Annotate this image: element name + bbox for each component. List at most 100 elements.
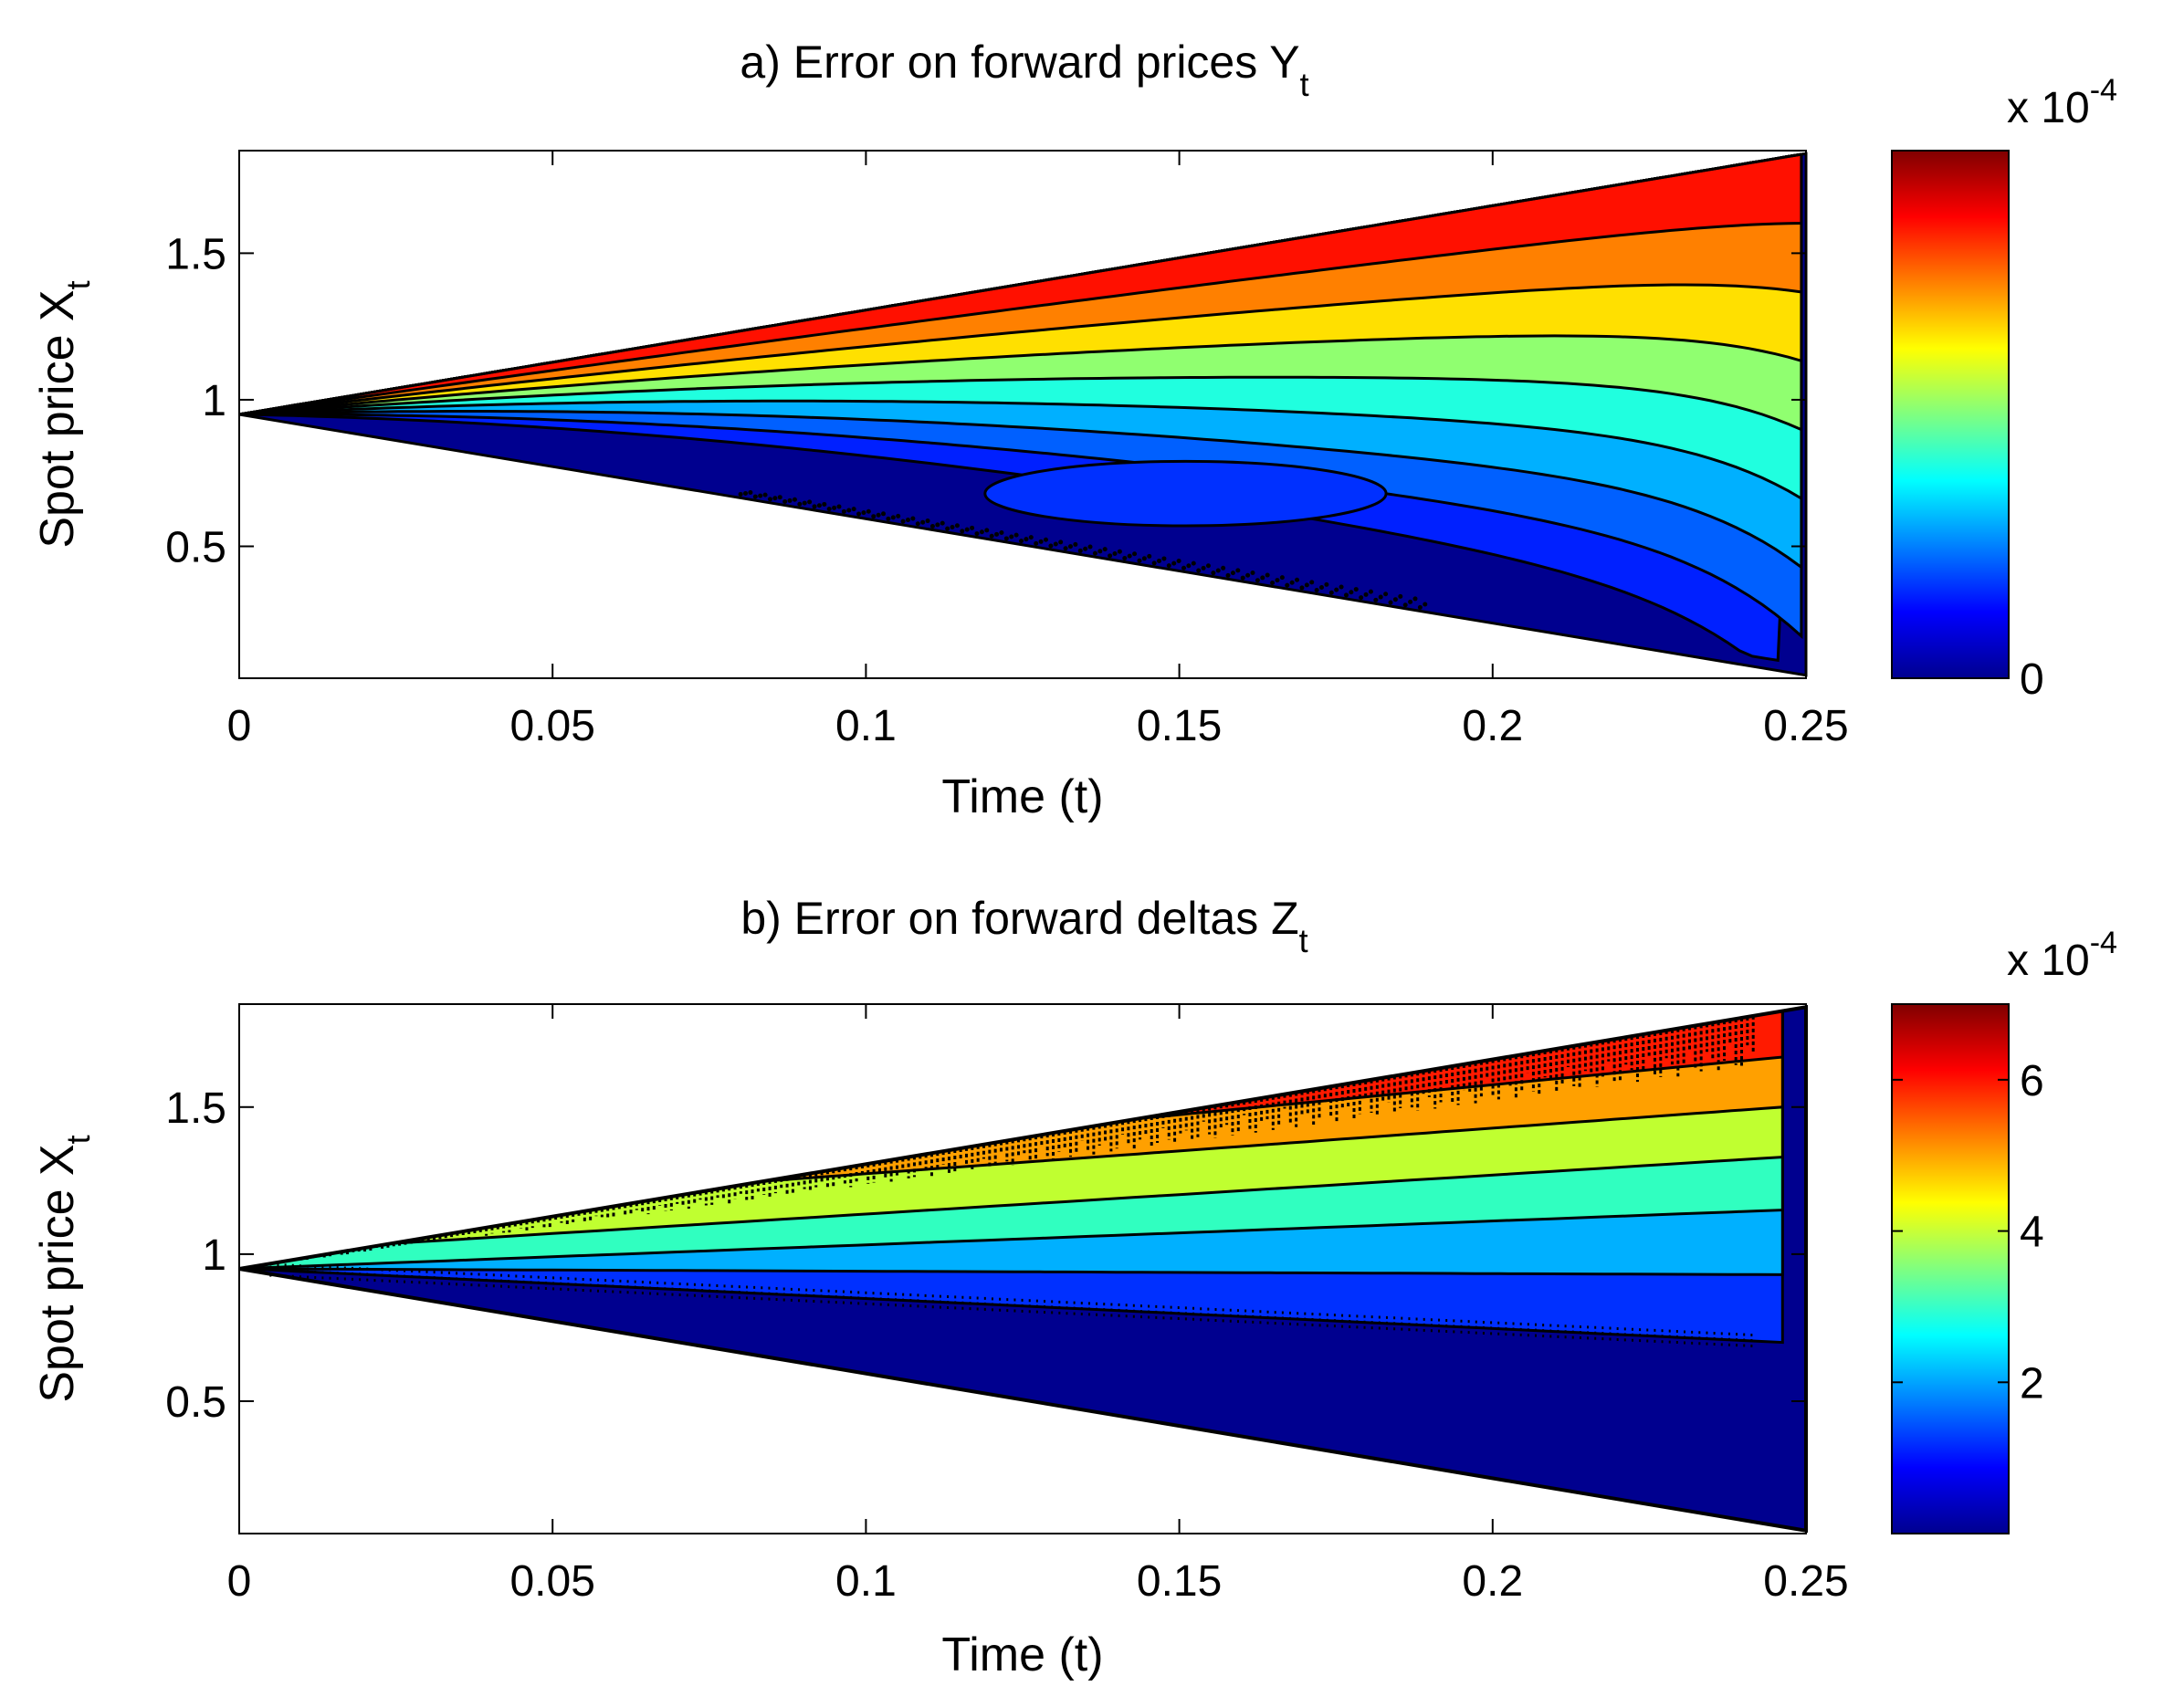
panel-a-noise-dot: [1339, 584, 1344, 590]
panel-a-noise-dot: [1388, 600, 1393, 605]
panel-b-colorbar-ticks: 2 4 6: [1892, 1057, 2044, 1408]
panel-a-noise-dot: [1171, 560, 1177, 566]
panel-a-axes-frame: [238, 150, 1807, 679]
panel-a-x-axis: 0 0.05 0.1 0.15 0.2 0.25: [227, 151, 1849, 750]
panel-a-noise-dot: [1205, 563, 1211, 569]
panel-b-y-axis-label: Spot price Xt: [31, 1135, 97, 1402]
panel-b-x-tick-label: 0.15: [1137, 1557, 1222, 1606]
panel-a-noise-dot: [1132, 551, 1138, 557]
panel-a-noise-dot: [792, 497, 797, 502]
panel-a-noise-dot: [900, 518, 906, 524]
panel-a-noise-dot: [915, 521, 920, 527]
panel-b-error-forward-deltas: b) Error on forward deltas Zt 0 0.05 0.1 0.…: [31, 893, 2117, 1681]
panel-a-noise-dot: [782, 499, 788, 505]
panel-a-noise-dot: [1211, 571, 1216, 576]
panel-b-x-tick-label: 0.25: [1763, 1557, 1848, 1606]
panel-a-noise-dot: [950, 524, 955, 529]
panel-a-colorbar-ticks: 00.511.5: [1892, 655, 2044, 704]
panel-a-noise-dot: [812, 504, 817, 509]
panel-a-noise-dot: [1166, 563, 1171, 569]
panel-a-edge-noise: [738, 490, 1428, 610]
panel-a-noise-dot: [1343, 592, 1349, 598]
panel-a-noise-dot: [1092, 550, 1097, 556]
panel-a-noise-dot: [1186, 563, 1192, 569]
panel-a-noise-dot: [896, 513, 901, 518]
panel-a-noise-dot: [984, 528, 990, 533]
panel-a-noise-dot: [762, 492, 768, 497]
panel-a-noise-dot: [1279, 575, 1285, 581]
panel-a-noise-dot: [1260, 575, 1265, 581]
panel-a-noise-dot: [1265, 572, 1270, 578]
panel-a-noise-dot: [974, 531, 980, 537]
panel-b-colorbar-tick-label: 6: [2020, 1057, 2044, 1105]
panel-a-noise-dot: [1275, 578, 1280, 583]
panel-b-y-tick-label: 0.5: [165, 1378, 226, 1427]
panel-a-noise-dot: [1053, 541, 1058, 547]
panel-a-noise-dot: [1108, 553, 1113, 559]
panel-a-noise-dot: [826, 507, 832, 512]
panel-a-noise-dot: [1402, 602, 1408, 608]
panel-a-noise-dot: [772, 496, 778, 501]
panel-b-y-tick-label: 1: [202, 1231, 226, 1280]
panel-b-colorbar-scale: x 10-4: [2007, 926, 2117, 985]
panel-a-noise-dot: [1191, 560, 1196, 566]
panel-a-noise-dot: [1240, 575, 1245, 581]
panel-a-noise-dot: [935, 522, 940, 528]
panel-b-plot-area: [238, 1004, 1808, 1534]
panel-a-noise-dot: [1157, 558, 1162, 563]
panel-a-noise-dot: [1423, 602, 1428, 607]
panel-a-colorbar: 00.511.5 x 10-4: [1891, 73, 2117, 704]
panel-b-colorbar-tick-label: 2: [2020, 1359, 2044, 1408]
panel-a-noise-dot: [920, 519, 926, 525]
panel-a-noise-dot: [1176, 559, 1181, 564]
panel-a-noise-dot: [1181, 565, 1187, 571]
panel-a-noise-dot: [1127, 553, 1132, 559]
panel-a-noise-dot: [1383, 592, 1389, 597]
panel-a-noise-dot: [905, 518, 910, 523]
panel-a-noise-dot: [1102, 547, 1108, 552]
panel-a-noise-dot: [1063, 546, 1068, 551]
panel-a-x-tick-label: 0.25: [1763, 702, 1848, 750]
panel-a-noise-dot: [1122, 556, 1128, 561]
panel-a-noise-dot: [1359, 595, 1364, 601]
panel-a-noise-dot: [886, 516, 891, 521]
panel-a-plot-area: [238, 152, 1808, 677]
panel-a-colorbar-scale: x 10-4: [2007, 73, 2117, 132]
panel-b-edge-noise: [253, 1015, 1755, 1348]
panel-a-noise-dot: [1112, 551, 1118, 557]
panel-a-noise-dot: [1225, 572, 1231, 578]
panel-a-noise-dot: [797, 501, 803, 507]
panel-a-x-axis-label: Time (t): [941, 770, 1103, 823]
panel-a-noise-dot: [752, 494, 758, 499]
panel-a-noise-dot: [1289, 580, 1295, 585]
panel-a-noise-dot: [748, 490, 753, 496]
panel-a-noise-dot: [1373, 597, 1379, 602]
panel-a-noise-dot: [1255, 578, 1260, 583]
panel-a-noise-dot: [866, 508, 871, 514]
panel-a-noise-dot: [1412, 596, 1418, 602]
panel-a-noise-dot: [1314, 588, 1319, 593]
panel-a-noise-dot: [1235, 568, 1241, 573]
panel-a-noise-dot: [1230, 571, 1235, 576]
panel-a-noise-dot: [1270, 580, 1276, 585]
panel-b-x-tick-label: 0.1: [835, 1557, 897, 1606]
panel-a-noise-dot: [970, 525, 975, 530]
panel-a-noise-dot: [1087, 544, 1093, 550]
panel-a-noise-dot: [1043, 537, 1048, 542]
panel-a-noise-dot: [1349, 590, 1354, 595]
panel-a-noise-dot: [1073, 541, 1078, 547]
panel-a-noise-dot: [871, 514, 877, 519]
panel-a-noise-dot: [925, 518, 930, 524]
panel-a-noise-dot: [954, 523, 960, 529]
panel-a-noise-dot: [1151, 560, 1157, 566]
panel-a-x-tick-label: 0: [227, 702, 252, 750]
panel-a-noise-dot: [1196, 568, 1202, 573]
panel-a-x-tick-label: 0.15: [1137, 702, 1222, 750]
panel-a-title: a) Error on forward prices Yt: [740, 37, 1308, 103]
panel-a-noise-dot: [851, 507, 856, 512]
panel-a-noise-dot: [994, 531, 1000, 537]
panel-a-noise-dot: [1019, 539, 1024, 544]
panel-a-noise-dot: [1003, 536, 1009, 541]
panel-a-noise-dot: [940, 520, 945, 526]
panel-a-noise-dot: [1250, 570, 1255, 575]
